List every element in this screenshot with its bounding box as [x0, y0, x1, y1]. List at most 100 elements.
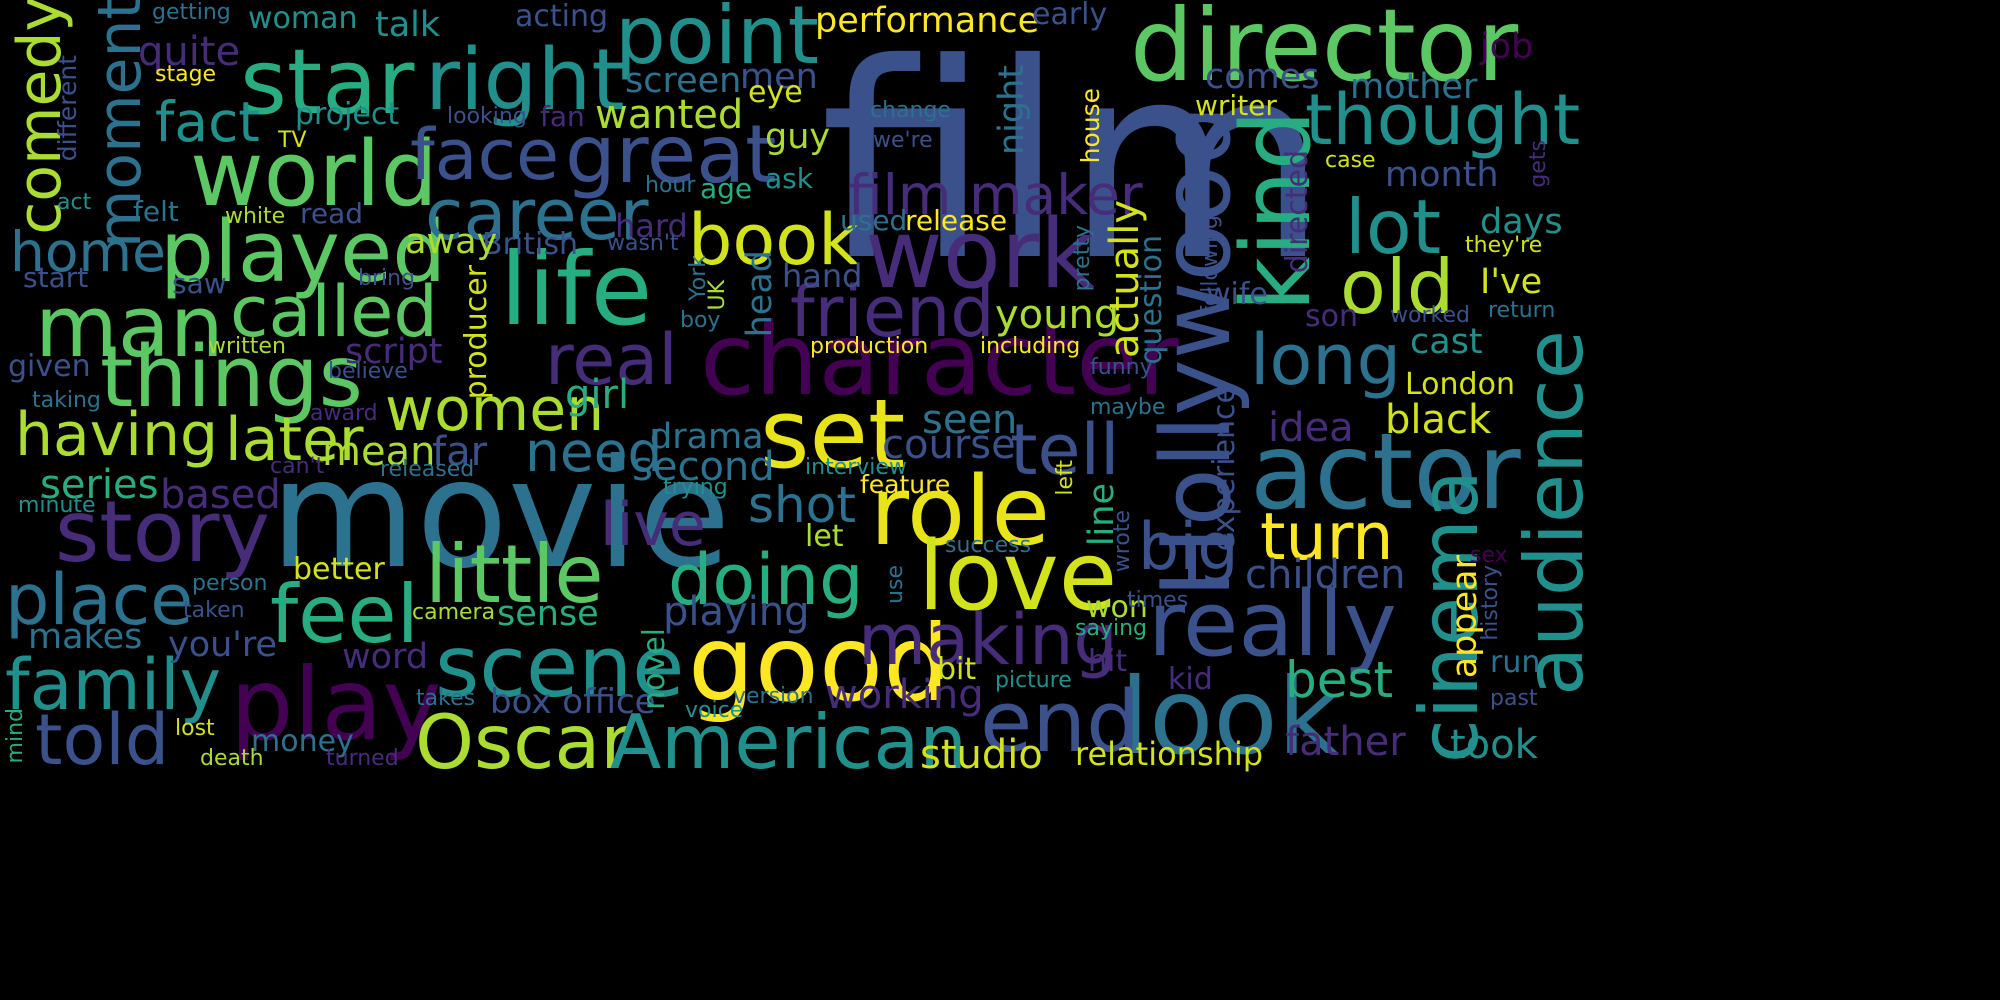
cloud-word: change — [870, 98, 951, 123]
cloud-word: hit — [1088, 644, 1128, 679]
cloud-word: stage — [155, 62, 217, 87]
cloud-word: children — [1245, 552, 1406, 598]
cloud-word: relationship — [1075, 735, 1264, 773]
cloud-word: story — [55, 483, 270, 582]
cloud-word: past — [1490, 686, 1538, 711]
cloud-word: really — [1148, 572, 1397, 677]
cloud-word: version — [733, 684, 814, 709]
cloud-word: mother — [1350, 67, 1478, 107]
cloud-word: end — [980, 673, 1141, 772]
cloud-word: takes — [416, 686, 476, 711]
cloud-word: white — [225, 204, 286, 229]
cloud-word: great — [565, 108, 777, 201]
cloud-word: son — [1305, 299, 1358, 334]
cloud-word: need — [525, 420, 663, 484]
cloud-word: wasn't — [607, 231, 679, 256]
cloud-word: different — [53, 55, 82, 162]
cloud-word: playing — [663, 589, 810, 635]
cloud-word: took — [1450, 722, 1538, 768]
cloud-word: kid — [1168, 662, 1213, 697]
cloud-word: funny — [1090, 355, 1153, 380]
cloud-word: American — [610, 698, 967, 786]
cloud-word: night — [992, 65, 1032, 156]
cloud-word: I've — [1480, 262, 1543, 302]
cloud-word: death — [200, 746, 264, 771]
cloud-word: lost — [175, 716, 215, 741]
cloud-word: star — [240, 30, 415, 135]
cloud-word: far — [432, 429, 488, 475]
cloud-word: act — [57, 190, 92, 215]
cloud-word: read — [300, 197, 364, 230]
cloud-word: second — [632, 444, 775, 490]
cloud-word: makes — [28, 617, 143, 657]
cloud-word: production — [810, 334, 929, 359]
cloud-word: guy — [765, 117, 831, 157]
cloud-word: won — [1086, 590, 1148, 625]
cloud-word: character — [700, 301, 1179, 418]
cloud-word: mind — [3, 708, 28, 764]
cloud-word: return — [1488, 298, 1556, 323]
cloud-word: having — [15, 400, 219, 470]
cloud-word: early — [1032, 0, 1108, 32]
cloud-word: idea — [1268, 405, 1354, 451]
cloud-word: question — [1134, 235, 1169, 365]
cloud-word: novel — [637, 628, 672, 710]
cloud-word: book — [688, 199, 859, 281]
cloud-word: left — [1053, 460, 1078, 496]
cloud-word: doing — [668, 539, 864, 621]
cloud-word: felt — [133, 195, 179, 228]
cloud-word: director — [1130, 0, 1519, 104]
cloud-word: month — [1385, 155, 1499, 195]
cloud-word: person — [192, 571, 268, 596]
cloud-word: experience — [1207, 385, 1242, 552]
cloud-word: life — [500, 231, 653, 348]
cloud-word: age — [700, 172, 753, 205]
cloud-word: believe — [328, 359, 408, 384]
cloud-word: pretty — [1070, 225, 1095, 292]
cloud-word: you're — [168, 625, 278, 665]
cloud-word: house — [1076, 88, 1105, 164]
cloud-word: set — [760, 380, 906, 490]
cloud-word: scene — [435, 618, 685, 717]
cloud-word: voice — [685, 698, 744, 723]
cloud-word: boy — [680, 308, 721, 333]
cloud-word: real — [545, 319, 678, 401]
cloud-word: long — [1250, 319, 1402, 401]
cloud-word: looking — [447, 104, 527, 129]
cloud-word: history — [1478, 565, 1503, 641]
cloud-word: seen — [922, 397, 1018, 443]
cloud-word: interview — [805, 455, 907, 480]
cloud-word: actor — [1250, 411, 1521, 533]
cloud-word: use — [883, 565, 908, 604]
cloud-word: young — [995, 292, 1120, 338]
cloud-word: away — [405, 222, 498, 262]
cloud-word: eye — [748, 75, 803, 110]
cloud-word: feel — [270, 568, 419, 661]
cloud-word: point — [615, 0, 820, 82]
cloud-word: work — [865, 200, 1095, 310]
cloud-word: performance — [815, 1, 1040, 41]
cloud-word: cast — [1410, 322, 1483, 362]
cloud-word: movie — [270, 428, 731, 602]
cloud-word: woman — [248, 1, 358, 36]
cloud-word: love — [918, 522, 1118, 632]
cloud-word: career — [425, 174, 649, 256]
cloud-word: script — [345, 332, 443, 372]
cloud-word: course — [882, 422, 1016, 468]
cloud-word: job — [1480, 27, 1534, 67]
cloud-word: sense — [497, 594, 599, 634]
cloud-word: mean — [322, 429, 436, 475]
cloud-word: run — [1490, 645, 1541, 680]
cloud-word: played — [160, 203, 447, 302]
cloud-word: things — [100, 328, 363, 427]
cloud-word: worked — [1390, 303, 1470, 328]
cloud-word: place — [5, 559, 194, 641]
cloud-word: can't — [270, 454, 325, 479]
cloud-word: told — [35, 699, 170, 781]
cloud-word: UK — [705, 280, 730, 311]
cloud-word: directed — [1280, 150, 1315, 274]
cloud-word: thought — [1305, 79, 1581, 161]
cloud-word: bit — [937, 652, 977, 687]
cloud-word: hard — [615, 207, 688, 245]
